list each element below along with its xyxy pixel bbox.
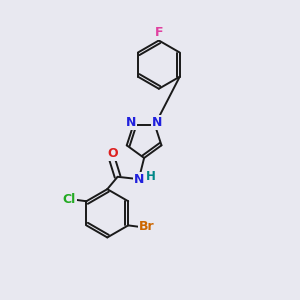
Text: Cl: Cl: [63, 193, 76, 206]
Text: H: H: [146, 170, 156, 183]
Text: N: N: [134, 172, 144, 186]
Text: O: O: [107, 147, 118, 160]
Text: N: N: [152, 116, 162, 129]
Text: Br: Br: [139, 220, 154, 233]
Text: F: F: [154, 26, 163, 39]
Text: N: N: [126, 116, 136, 129]
